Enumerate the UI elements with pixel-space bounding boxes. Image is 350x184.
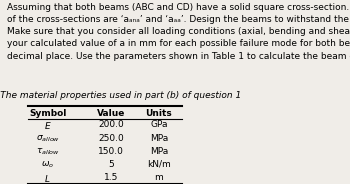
Text: GPa: GPa [150,120,168,129]
Text: $\sigma_{allow}$: $\sigma_{allow}$ [35,134,60,144]
Text: 250.0: 250.0 [98,134,124,143]
Text: $\omega_o$: $\omega_o$ [41,160,54,170]
Text: m: m [154,173,163,182]
Text: kN/m: kN/m [147,160,171,169]
Text: 200.0: 200.0 [98,120,124,129]
Text: Value: Value [97,109,125,118]
Text: 5: 5 [108,160,114,169]
Text: MPa: MPa [150,134,168,143]
Text: Table 1: The material properties used in part (b) of question 1: Table 1: The material properties used in… [0,91,241,100]
Text: 150.0: 150.0 [98,147,124,156]
Text: MPa: MPa [150,147,168,156]
Text: Assuming that both beams (ABC and CD) have a solid square cross-section. The sid: Assuming that both beams (ABC and CD) ha… [7,3,350,61]
Text: $L$: $L$ [44,173,51,184]
Text: $E$: $E$ [44,120,51,131]
Text: $\tau_{allow}$: $\tau_{allow}$ [36,147,60,157]
Text: Units: Units [145,109,172,118]
Text: 1.5: 1.5 [104,173,118,182]
Text: Symbol: Symbol [29,109,66,118]
